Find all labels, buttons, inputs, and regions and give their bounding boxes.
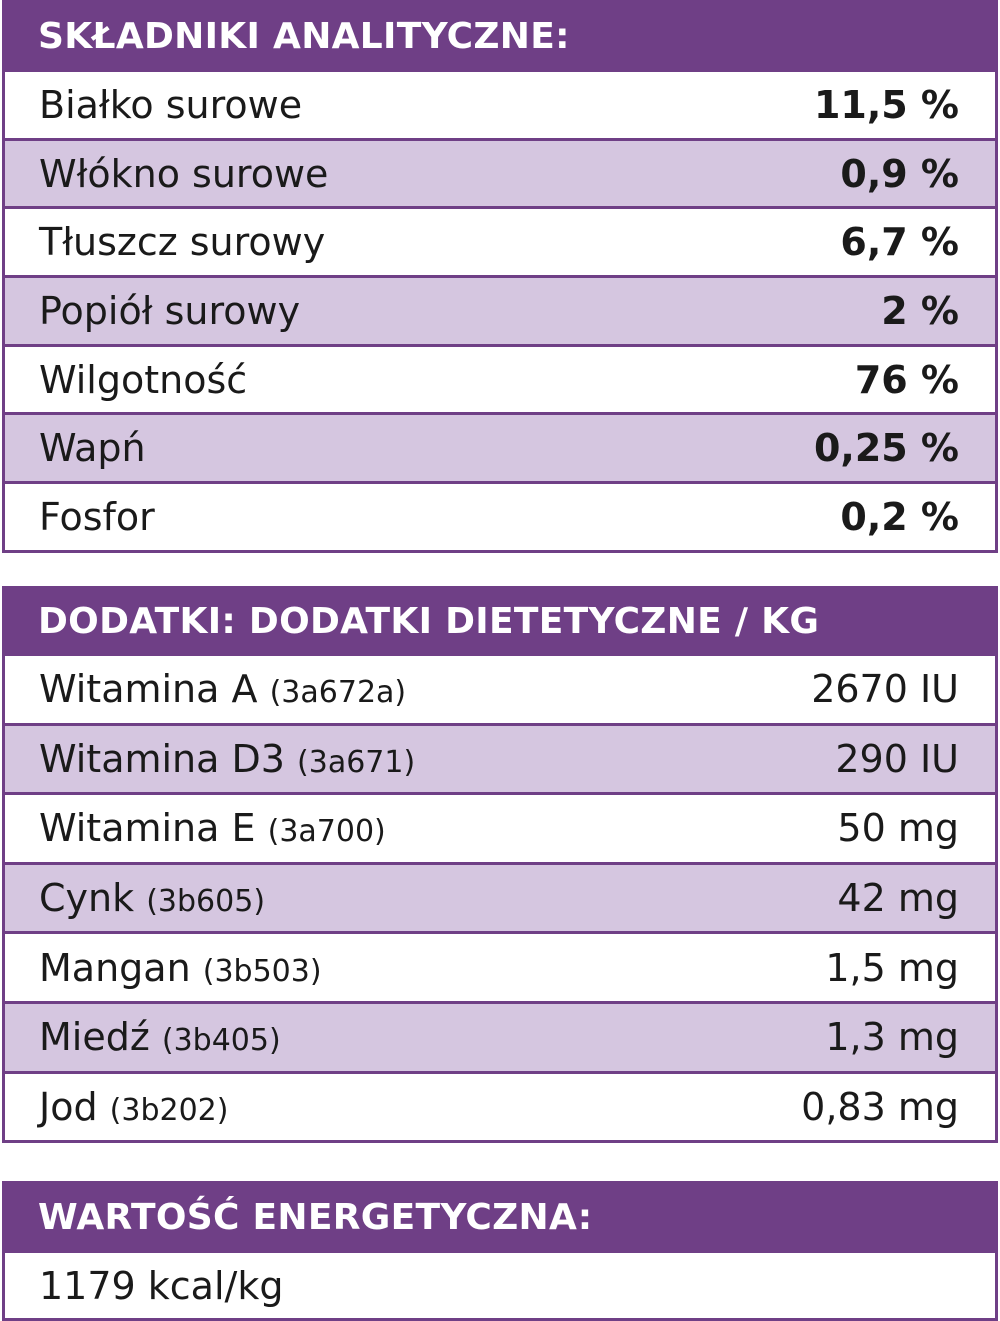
- row-label: Miedź: [39, 1015, 150, 1060]
- row-code: (3a671): [297, 744, 416, 780]
- row-label: Cynk: [39, 876, 135, 921]
- row-label-group: Mangan (3b503): [39, 946, 322, 990]
- row-value: 0,25 %: [813, 426, 959, 471]
- table-row: Mangan (3b503) 1,5 mg: [5, 934, 995, 1004]
- table-row: Białko surowe 11,5 %: [5, 72, 995, 141]
- row-label: Włókno surowe: [39, 151, 329, 196]
- row-value: 0,9 %: [840, 151, 959, 196]
- row-label: Witamina A: [39, 667, 258, 712]
- row-value: 11,5 %: [813, 82, 959, 127]
- analytical-constituents-table: SKŁADNIKI ANALITYCZNE: Białko surowe 11,…: [2, 0, 998, 553]
- row-value: 290 IU: [835, 736, 959, 781]
- table-row: Cynk (3b605) 42 mg: [5, 864, 995, 935]
- row-value: 6,7 %: [840, 220, 959, 265]
- row-label: Witamina D3: [39, 736, 285, 781]
- row-value: 0,2 %: [840, 494, 959, 539]
- row-label: Wilgotność: [39, 357, 248, 402]
- analytical-rows: Białko surowe 11,5 % Włókno surowe 0,9 %…: [2, 72, 998, 553]
- row-label: Popiół surowy: [39, 288, 301, 333]
- row-label: Mangan: [39, 945, 191, 990]
- row-code: (3b202): [109, 1092, 229, 1128]
- table-row: Popiół surowy 2 %: [5, 278, 995, 347]
- energy-value-table: WARTOŚĆ ENERGETYCZNA: 1179 kcal/kg: [2, 1181, 998, 1321]
- row-label-group: Cynk (3b605): [39, 876, 265, 920]
- table-row: Tłuszcz surowy 6,7 %: [5, 209, 995, 279]
- analytical-constituents-title: SKŁADNIKI ANALITYCZNE:: [2, 0, 998, 72]
- row-value: 1,3 mg: [825, 1015, 959, 1060]
- row-code: (3a672a): [269, 675, 407, 711]
- row-value: 1,5 mg: [825, 945, 959, 990]
- row-value: 2670 IU: [811, 667, 959, 712]
- energy-value: 1179 kcal/kg: [39, 1263, 284, 1308]
- additives-title: DODATKI: DODATKI DIETETYCZNE / KG: [2, 586, 998, 656]
- row-code: (3a700): [267, 814, 386, 850]
- row-label-group: Jod (3b202): [39, 1085, 228, 1129]
- row-code: (3b503): [202, 953, 322, 989]
- row-value: 2 %: [881, 288, 959, 333]
- row-label: Wapń: [39, 426, 146, 471]
- table-row: Witamina A (3a672a) 2670 IU: [5, 656, 995, 726]
- row-label: Witamina E: [39, 806, 256, 851]
- table-row: Wilgotność 76 %: [5, 347, 995, 416]
- energy-rows: 1179 kcal/kg: [2, 1253, 998, 1321]
- table-row: Miedź (3b405) 1,3 mg: [5, 1003, 995, 1074]
- row-label-group: Witamina A (3a672a): [39, 667, 406, 711]
- row-value: 50 mg: [837, 806, 959, 851]
- row-value: 0,83 mg: [801, 1084, 959, 1129]
- row-label-group: Witamina D3 (3a671): [39, 737, 415, 781]
- row-code: (3b605): [146, 884, 266, 920]
- table-row: Włókno surowe 0,9 %: [5, 140, 995, 210]
- table-row: Witamina E (3a700) 50 mg: [5, 795, 995, 865]
- row-value: 42 mg: [837, 876, 959, 921]
- row-label: Jod: [39, 1084, 98, 1129]
- row-label: Fosfor: [39, 494, 155, 539]
- additives-table: DODATKI: DODATKI DIETETYCZNE / KG Witami…: [2, 586, 998, 1144]
- table-row: Witamina D3 (3a671) 290 IU: [5, 725, 995, 796]
- row-label: Białko surowe: [39, 82, 303, 127]
- energy-value-title: WARTOŚĆ ENERGETYCZNA:: [2, 1181, 998, 1253]
- row-value: 76 %: [854, 357, 959, 402]
- row-code: (3b405): [161, 1023, 281, 1059]
- table-row: Jod (3b202) 0,83 mg: [5, 1074, 995, 1144]
- table-row: 1179 kcal/kg: [5, 1253, 995, 1321]
- table-row: Fosfor 0,2 %: [5, 484, 995, 553]
- row-label: Tłuszcz surowy: [39, 220, 326, 265]
- row-label-group: Witamina E (3a700): [39, 806, 386, 850]
- additives-rows: Witamina A (3a672a) 2670 IU Witamina D3 …: [2, 656, 998, 1144]
- row-label-group: Miedź (3b405): [39, 1015, 281, 1059]
- table-row: Wapń 0,25 %: [5, 415, 995, 485]
